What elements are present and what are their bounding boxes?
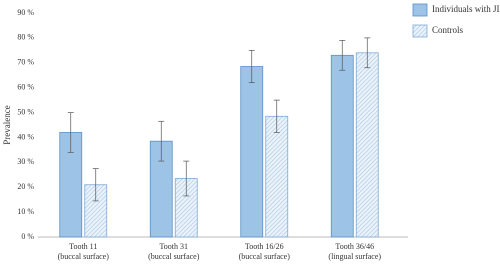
error-bar	[364, 37, 371, 69]
error-bar	[183, 160, 190, 197]
error-bar	[92, 168, 99, 202]
legend-label: Individuals with JIA	[432, 4, 500, 14]
error-bar	[339, 40, 346, 71]
x-tick-label: Tooth 11 (buccal surface)	[58, 242, 110, 261]
legend-swatch	[412, 24, 428, 38]
error-bar	[273, 99, 280, 133]
x-tick-label: Tooth 36/46 (lingual surface)	[328, 242, 381, 261]
error-bar	[248, 49, 255, 84]
y-tick-label: 90 %	[17, 8, 34, 17]
y-tick-label: 50 %	[17, 107, 34, 116]
x-tick-label: Tooth 16/26 (buccal surface)	[239, 242, 291, 261]
bar	[240, 66, 264, 238]
legend-label: Controls	[432, 25, 464, 35]
y-axis-label: Prevalence	[2, 105, 12, 144]
y-tick-label: 70 %	[17, 58, 34, 67]
y-tick-label: 30 %	[17, 157, 34, 166]
y-tick-label: 80 %	[17, 33, 34, 42]
y-tick-label: 40 %	[17, 132, 34, 141]
legend-swatch	[412, 3, 428, 17]
bar	[355, 52, 379, 238]
error-bar	[158, 120, 165, 162]
y-tick-label: 0 %	[21, 232, 34, 241]
bar	[330, 54, 354, 238]
bar	[265, 115, 289, 238]
y-tick-label: 20 %	[17, 182, 34, 191]
error-bar	[67, 112, 74, 153]
y-tick-label: 60 %	[17, 82, 34, 91]
y-tick-label: 10 %	[17, 207, 34, 216]
legend: Individuals with JIA Controls	[412, 3, 500, 38]
x-tick-label: Tooth 31 (buccal surface)	[148, 242, 200, 261]
